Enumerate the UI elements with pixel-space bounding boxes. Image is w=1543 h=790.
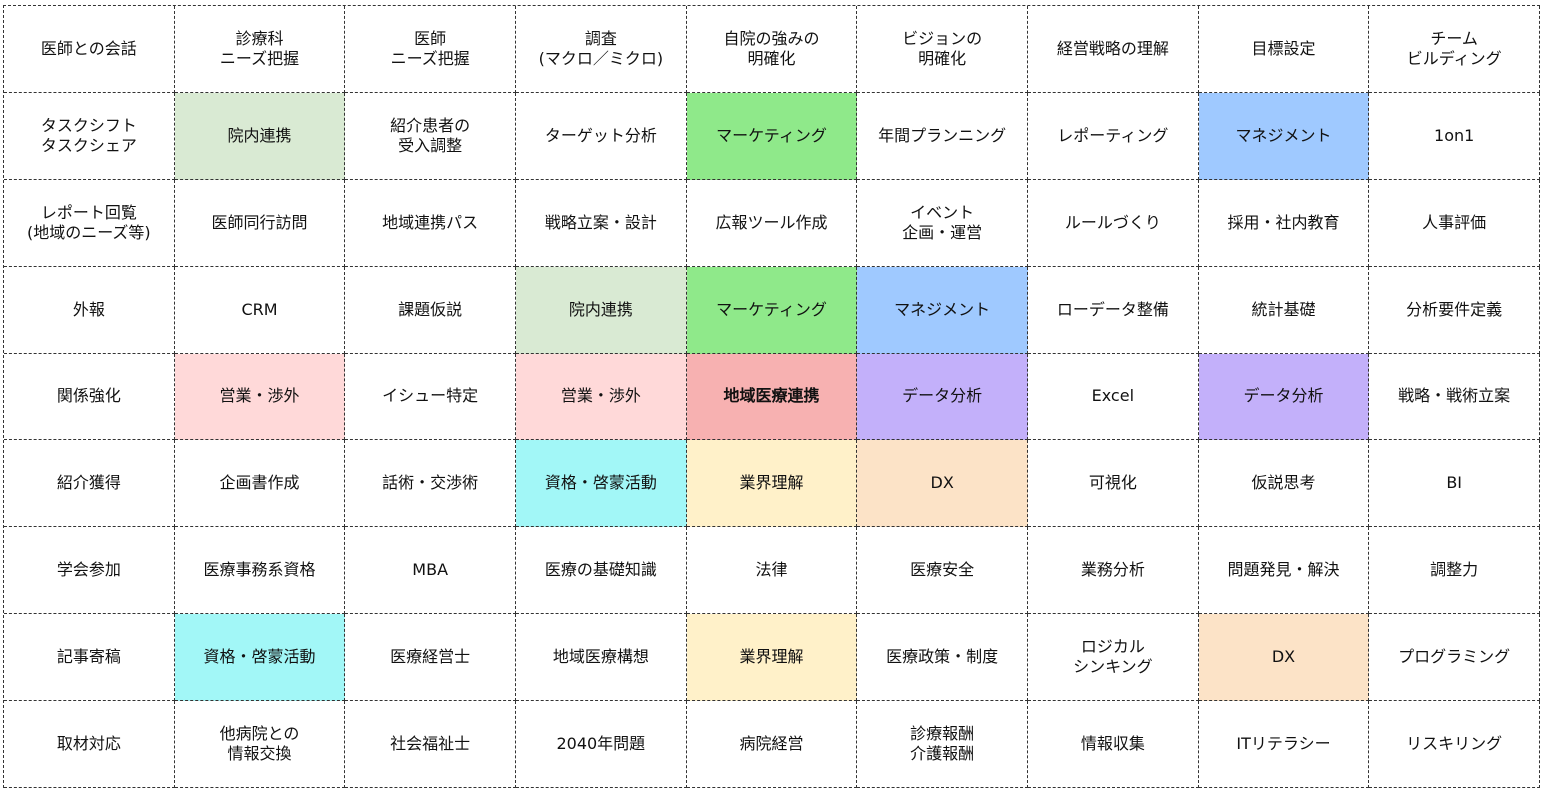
- grid-cell-r1-c1: 医師との会話: [4, 6, 175, 93]
- grid-cell-r4-c3: 課題仮説: [345, 266, 516, 354]
- grid-cell-r5-c5: 地域医療連携: [686, 353, 858, 441]
- grid-cell-r6-c9: BI: [1369, 440, 1540, 528]
- grid-cell-r7-c5: 法律: [686, 527, 858, 615]
- grid-cell-r3-c7: ルールづくり: [1028, 179, 1199, 267]
- grid-cell-r9-c5: 病院経営: [686, 701, 858, 788]
- grid-cell-r6-c5: 業界理解: [686, 440, 858, 528]
- grid-cell-r2-c3: 紹介患者の 受入調整: [345, 92, 516, 180]
- grid-cell-r9-c6: 診療報酬 介護報酬: [857, 701, 1028, 788]
- grid-cell-r4-c8: 統計基礎: [1198, 266, 1370, 354]
- grid-cell-r5-c9: 戦略・戦術立案: [1369, 353, 1540, 441]
- grid-cell-r1-c9: チーム ビルディング: [1369, 6, 1540, 93]
- grid-cell-r9-c4: 2040年問題: [516, 701, 687, 788]
- grid-cell-r4-c6: マネジメント: [857, 266, 1028, 354]
- grid-cell-r9-c2: 他病院との 情報交換: [174, 701, 346, 788]
- grid-cell-r2-c9: 1on1: [1369, 92, 1540, 180]
- grid-cell-r1-c5: 自院の強みの 明確化: [686, 6, 858, 93]
- grid-cell-r3-c9: 人事評価: [1369, 179, 1540, 267]
- grid-cell-r3-c2: 医師同行訪問: [174, 179, 346, 267]
- grid-cell-r9-c3: 社会福祉士: [345, 701, 516, 788]
- grid-cell-r8-c3: 医療経営士: [345, 614, 516, 702]
- grid-cell-r5-c3: イシュー特定: [345, 353, 516, 441]
- grid-cell-r5-c8: データ分析: [1198, 353, 1370, 441]
- grid-cell-r7-c8: 問題発見・解決: [1198, 527, 1370, 615]
- grid-cell-r5-c7: Excel: [1028, 353, 1199, 441]
- grid-cell-r3-c6: イベント 企画・運営: [857, 179, 1028, 267]
- grid-cell-r7-c2: 医療事務系資格: [174, 527, 346, 615]
- mandala-chart-grid: 医師との会話 診療科 ニーズ把握 医師 ニーズ把握 調査 (マクロ／ミクロ) 自院の強み…: [3, 5, 1540, 788]
- grid-cell-r8-c2: 資格・啓蒙活動: [174, 614, 346, 702]
- grid-cell-r8-c7: ロジカル シンキング: [1028, 614, 1199, 702]
- grid-cell-r5-c6: データ分析: [857, 353, 1028, 441]
- grid-cell-r3-c3: 地域連携パス: [345, 179, 516, 267]
- grid-cell-r3-c4: 戦略立案・設計: [516, 179, 687, 267]
- grid-cell-r7-c1: 学会参加: [4, 527, 175, 615]
- grid-cell-r6-c6: DX: [857, 440, 1028, 528]
- grid-cell-r6-c1: 紹介獲得: [4, 440, 175, 528]
- grid-cell-r6-c7: 可視化: [1028, 440, 1199, 528]
- grid-cell-r4-c9: 分析要件定義: [1369, 266, 1540, 354]
- grid-cell-r2-c1: タスクシフト タスクシェア: [4, 92, 175, 180]
- grid-cell-r9-c9: リスキリング: [1369, 701, 1540, 788]
- grid-cell-r2-c8: マネジメント: [1198, 92, 1370, 180]
- grid-cell-r1-c3: 医師 ニーズ把握: [345, 6, 516, 93]
- grid-cell-r4-c5: マーケティング: [686, 266, 858, 354]
- grid-cell-r1-c6: ビジョンの 明確化: [857, 6, 1028, 93]
- grid-cell-r3-c5: 広報ツール作成: [686, 179, 858, 267]
- grid-cell-r4-c2: CRM: [174, 266, 346, 354]
- grid-cell-r8-c1: 記事寄稿: [4, 614, 175, 702]
- grid-cell-r3-c8: 採用・社内教育: [1198, 179, 1370, 267]
- grid-cell-r4-c1: 外報: [4, 266, 175, 354]
- grid-cell-r4-c4: 院内連携: [516, 266, 687, 354]
- grid-cell-r5-c2: 営業・渉外: [174, 353, 346, 441]
- grid-cell-r6-c8: 仮説思考: [1198, 440, 1370, 528]
- grid-cell-r8-c5: 業界理解: [686, 614, 858, 702]
- grid-cell-r2-c7: レポーティング: [1028, 92, 1199, 180]
- grid-cell-r8-c4: 地域医療構想: [516, 614, 687, 702]
- grid-cell-r9-c8: ITリテラシー: [1198, 701, 1370, 788]
- grid-cell-r7-c7: 業務分析: [1028, 527, 1199, 615]
- grid-cell-r2-c2: 院内連携: [174, 92, 346, 180]
- grid-cell-r5-c4: 営業・渉外: [516, 353, 687, 441]
- grid-cell-r6-c2: 企画書作成: [174, 440, 346, 528]
- grid-cell-r9-c7: 情報収集: [1028, 701, 1199, 788]
- grid-cell-r2-c6: 年間プランニング: [857, 92, 1028, 180]
- grid-cell-r3-c1: レポート回覧 (地域のニーズ等): [4, 179, 175, 267]
- grid-cell-r9-c1: 取材対応: [4, 701, 175, 788]
- grid-cell-r7-c3: MBA: [345, 527, 516, 615]
- grid-cell-r6-c4: 資格・啓蒙活動: [516, 440, 687, 528]
- grid-cell-r2-c4: ターゲット分析: [516, 92, 687, 180]
- grid-cell-r1-c4: 調査 (マクロ／ミクロ): [516, 6, 687, 93]
- grid-cell-r7-c4: 医療の基礎知識: [516, 527, 687, 615]
- grid-cell-r2-c5: マーケティング: [686, 92, 858, 180]
- grid-cell-r1-c2: 診療科 ニーズ把握: [174, 6, 346, 93]
- grid-cell-r4-c7: ローデータ整備: [1028, 266, 1199, 354]
- grid-cell-r6-c3: 話術・交渉術: [345, 440, 516, 528]
- grid-cell-r8-c9: プログラミング: [1369, 614, 1540, 702]
- grid-cell-r7-c6: 医療安全: [857, 527, 1028, 615]
- grid-cell-r1-c7: 経営戦略の理解: [1028, 6, 1199, 93]
- grid-cell-r5-c1: 関係強化: [4, 353, 175, 441]
- grid-cell-r7-c9: 調整力: [1369, 527, 1540, 615]
- grid-cell-r8-c6: 医療政策・制度: [857, 614, 1028, 702]
- grid-cell-r1-c8: 目標設定: [1198, 6, 1370, 93]
- grid-cell-r8-c8: DX: [1198, 614, 1370, 702]
